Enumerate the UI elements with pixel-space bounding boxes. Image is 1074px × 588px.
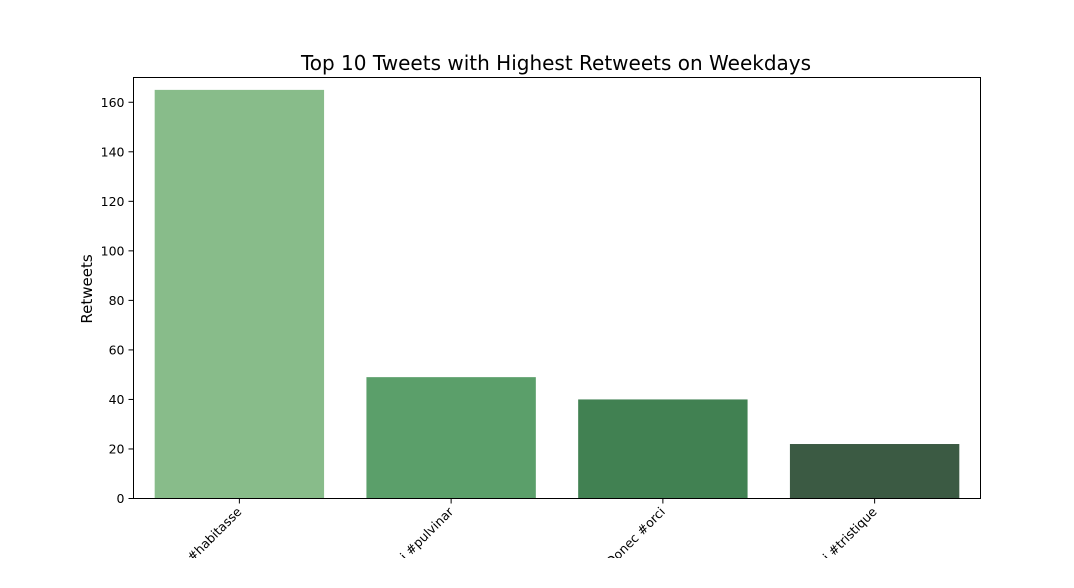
chart-title: Top 10 Tweets with Highest Retweets on W… [300,51,811,75]
y-tick-label-120: 120 [101,194,125,209]
y-tick-label-160: 160 [101,95,125,110]
x-tick-label-1: #habitasse [184,504,245,565]
x-tick-label-4: i #tristique [820,504,880,564]
y-tick-label-100: 100 [101,243,125,258]
x-tick-label-3: Donec #orci [603,504,668,569]
plot-frame [133,77,981,499]
y-tick-label-60: 60 [109,342,125,357]
bar-1 [154,89,325,499]
bar-4 [789,444,960,499]
y-tick-label-40: 40 [109,392,125,407]
x-axis-ticks: #habitasse i #pulvinar Donec #orci i #trist… [184,498,880,569]
y-tick-label-0: 0 [117,491,125,506]
bar-3 [578,399,748,499]
y-axis-ticks: 0 20 40 60 80 100 120 140 160 [101,95,134,506]
y-tick-label-20: 20 [109,441,125,456]
bars [154,89,960,499]
bar-2 [366,377,536,499]
y-tick-label-140: 140 [101,144,125,159]
y-axis-label: Retweets [78,254,96,323]
y-tick-label-80: 80 [109,293,125,308]
x-tick-label-2: i #pulvinar [397,503,457,563]
